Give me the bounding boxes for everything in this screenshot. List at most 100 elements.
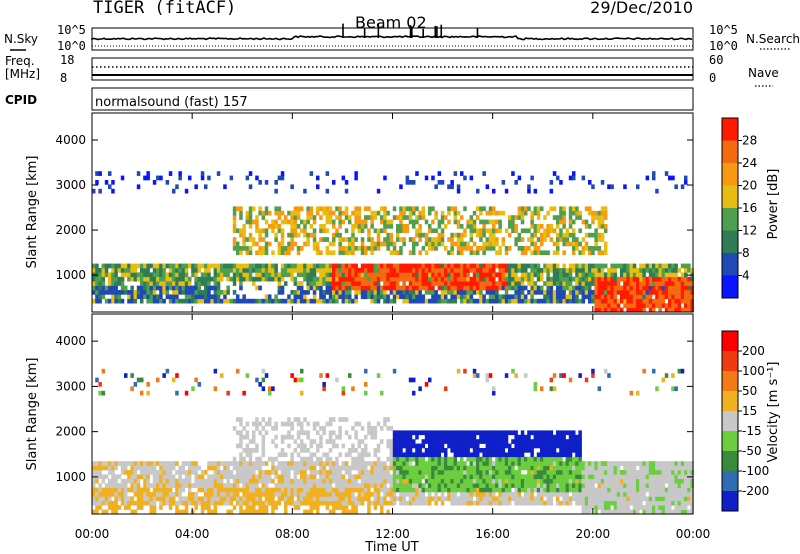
heatmap-cell (303, 465, 307, 471)
heatmap-cell (322, 228, 326, 234)
heatmap-cell (648, 263, 653, 269)
heatmap-cell (341, 281, 346, 286)
heatmap-cell (175, 461, 179, 466)
heatmap-cell (335, 276, 339, 282)
heatmap-cell (456, 237, 461, 242)
heatmap-cell (418, 496, 422, 502)
heatmap-cell (239, 417, 243, 422)
heatmap-cell (632, 509, 637, 515)
heatmap-cell (229, 474, 234, 480)
heatmap-cell (556, 285, 560, 291)
heatmap-cell (636, 276, 640, 282)
heatmap-cell (159, 483, 163, 488)
heatmap-cell (559, 232, 563, 238)
heatmap-cell (575, 483, 579, 488)
heatmap-cell (424, 232, 429, 238)
heatmap-cell (661, 281, 666, 286)
heatmap-cell (652, 276, 656, 282)
heatmap-cell (354, 421, 358, 427)
heatmap-cell (664, 276, 669, 282)
heatmap-cell (207, 298, 211, 304)
heatmap-cell (421, 298, 426, 304)
heatmap-cell (149, 290, 154, 295)
heatmap-cell (332, 470, 336, 475)
heatmap-cell (597, 215, 602, 220)
heatmap-cell (405, 461, 410, 466)
heatmap-cell (328, 465, 333, 471)
heatmap-cell (117, 276, 122, 282)
heatmap-cell (460, 474, 464, 480)
heatmap-cell (520, 272, 525, 278)
heatmap-cell (396, 434, 400, 440)
heatmap-cell (588, 505, 592, 510)
heatmap-cell (552, 483, 557, 488)
heatmap-cell (402, 487, 406, 493)
heatmap-cell (540, 465, 544, 471)
heatmap-cell (626, 505, 630, 510)
heatmap-cell (101, 496, 106, 502)
heatmap-cell (348, 500, 352, 506)
heatmap-cell (306, 298, 310, 304)
heatmap-cell (642, 461, 646, 466)
heatmap-cell (216, 478, 221, 484)
heatmap-cell (386, 500, 390, 506)
heatmap-cell (444, 386, 448, 392)
heatmap-cell (146, 298, 150, 304)
heatmap-cell (648, 307, 653, 313)
heatmap-cell (344, 272, 349, 278)
heatmap-cell (380, 461, 384, 466)
heatmap-cell (338, 434, 342, 440)
heatmap-cell (546, 232, 550, 238)
heatmap-cell (520, 483, 525, 488)
heatmap-cell (92, 478, 96, 484)
heatmap-cell (216, 285, 221, 291)
heatmap-cell (632, 496, 637, 502)
heatmap-cell (386, 272, 390, 278)
heatmap-cell (552, 386, 557, 392)
heatmap-cell (268, 390, 272, 396)
heatmap-cell (447, 474, 451, 480)
heatmap-cell (520, 228, 525, 234)
heatmap-cell (463, 268, 467, 273)
heatmap-cell (482, 224, 486, 229)
heatmap-cell (325, 281, 330, 286)
heatmap-cell (399, 478, 403, 484)
heatmap-cell (383, 474, 387, 480)
heatmap-cell (239, 276, 243, 282)
heatmap-cell (469, 487, 474, 493)
heatmap-cell (396, 268, 400, 273)
heatmap-cell (351, 496, 355, 502)
heatmap-cell (111, 487, 115, 493)
heatmap-cell (165, 483, 170, 488)
heatmap-cell (626, 268, 630, 273)
heatmap-cell (306, 509, 310, 515)
heatmap-cell (549, 276, 554, 282)
heatmap-cell (463, 263, 467, 269)
heatmap-cell (255, 487, 259, 493)
heatmap-cell (600, 276, 605, 282)
heatmap-cell (402, 276, 406, 282)
heatmap-cell (322, 470, 326, 475)
heatmap-cell (536, 430, 541, 436)
heatmap-cell (504, 439, 509, 444)
heatmap-cell (431, 246, 435, 251)
heatmap-cell (460, 492, 464, 497)
heatmap-cell (95, 294, 99, 300)
heatmap-cell (456, 500, 461, 506)
heatmap-cell (101, 474, 106, 480)
heatmap-cell (344, 188, 349, 194)
heatmap-cell (597, 461, 602, 466)
heatmap-cell (421, 465, 426, 471)
heatmap-cell (386, 509, 390, 515)
heatmap-cell (639, 470, 643, 475)
heatmap-cell (639, 281, 643, 286)
heatmap-cell (530, 298, 534, 304)
heatmap-cell (588, 483, 592, 488)
heatmap-cell (418, 470, 422, 475)
heatmap-cell (549, 439, 554, 444)
heatmap-cell (130, 263, 134, 269)
heatmap-cell (168, 294, 173, 300)
heatmap-cell (245, 430, 250, 436)
heatmap-cell (220, 492, 224, 497)
heatmap-cell (396, 487, 400, 493)
